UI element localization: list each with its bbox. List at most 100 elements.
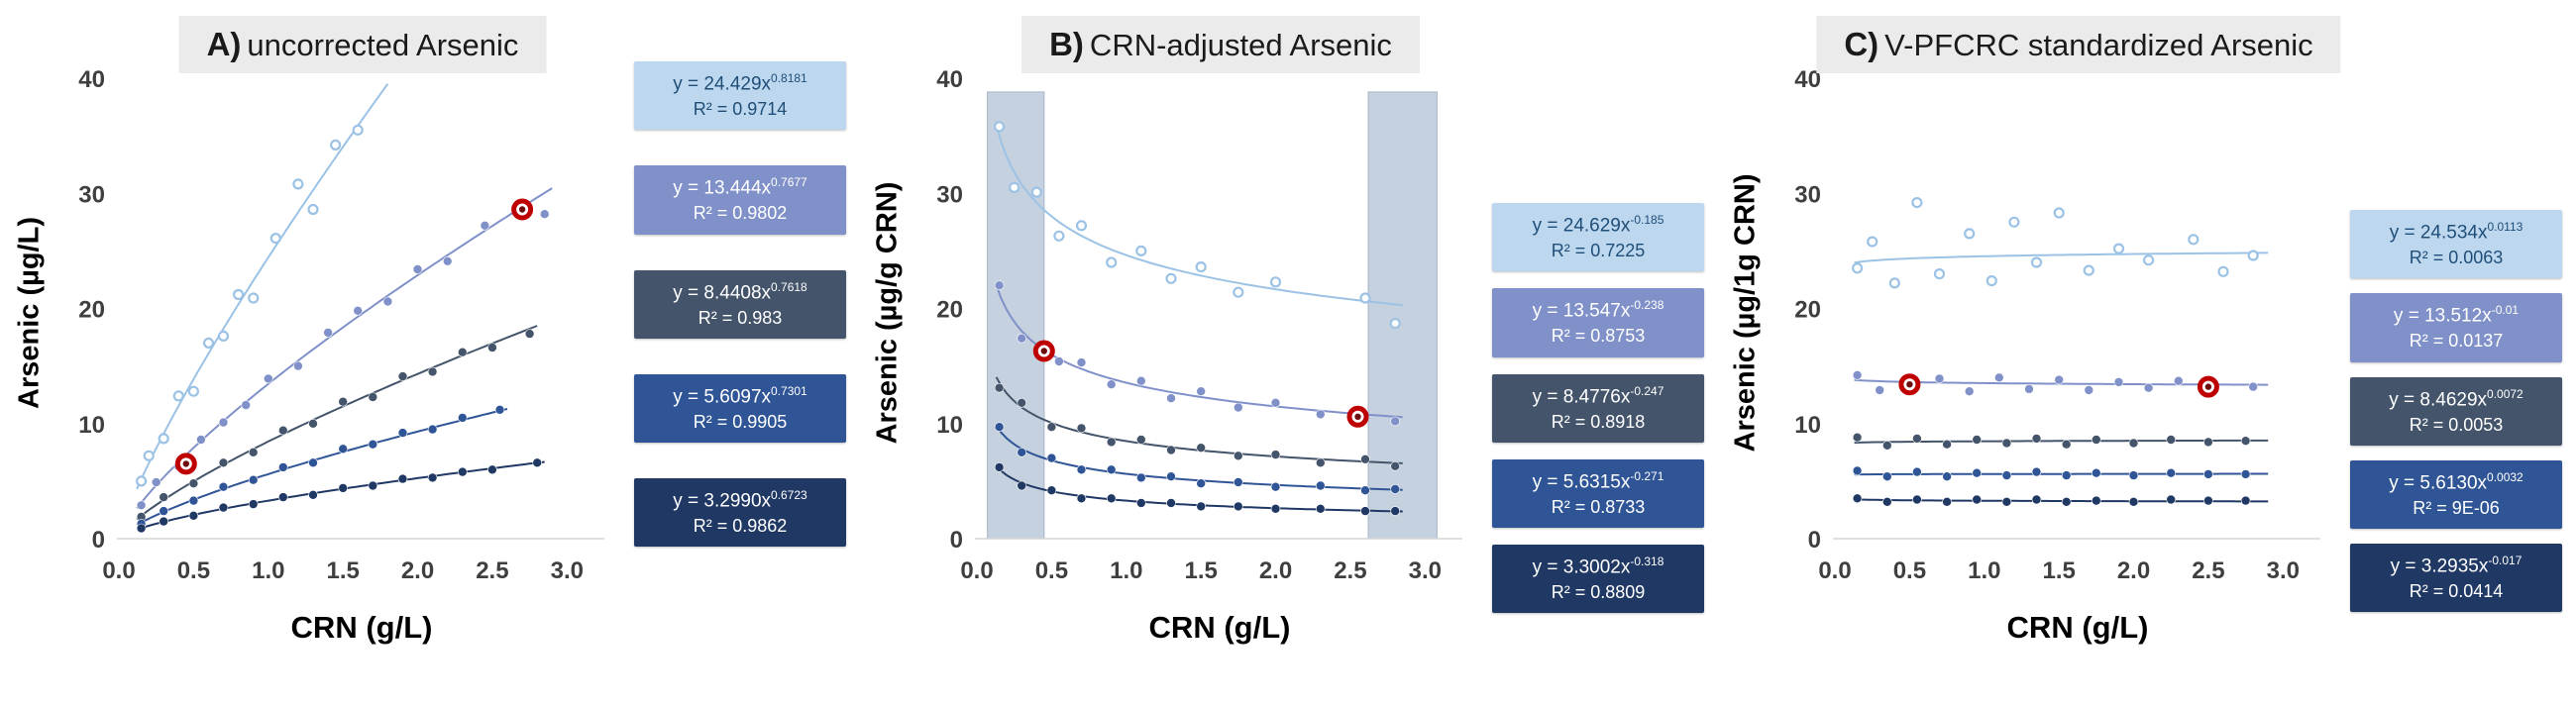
data-point <box>1389 318 1401 330</box>
data-point <box>1994 372 2004 383</box>
data-point <box>397 473 408 484</box>
series-24 <box>135 83 389 490</box>
data-point <box>368 480 378 491</box>
legend-entry: y = 3.2990x0.6723 R² = 0.9862 <box>634 478 846 548</box>
y-tick-label: 30 <box>1794 181 1821 208</box>
highlighted-sample-marker <box>1898 373 1921 396</box>
data-point <box>136 523 147 534</box>
y-tick-label: 0 <box>1808 527 1821 554</box>
data-point <box>1269 276 1282 288</box>
data-point <box>218 502 229 513</box>
legend-r-squared: R² = 9E-06 <box>2413 497 2500 518</box>
data-point <box>1934 373 1945 384</box>
data-point <box>188 478 199 489</box>
legend-r-squared: R² = 0.8753 <box>1551 326 1646 347</box>
data-point <box>2203 495 2213 506</box>
legend-equation: y = 8.4629x0.0072 <box>2389 386 2523 410</box>
data-point <box>338 444 349 454</box>
series-24 <box>1851 197 2269 289</box>
data-point <box>1852 432 1863 443</box>
data-point <box>412 264 423 274</box>
data-point <box>187 385 199 397</box>
excluded-crn-range-band <box>1367 91 1438 540</box>
legend: y = 24.534x0.0113 R² = 0.0063 y = 13.512x-… <box>2350 210 2562 613</box>
series-13 <box>994 280 1403 427</box>
legend-r-squared: R² = 0.983 <box>698 307 783 328</box>
data-point <box>2031 434 2042 444</box>
y-axis-title: Arsenic (µg/1g CRN) <box>1729 173 1762 453</box>
panel-letter: C) <box>1844 26 1879 62</box>
data-point <box>1315 480 1326 491</box>
data-point <box>2240 469 2251 479</box>
legend-equation: y = 13.444x0.7677 <box>673 175 807 199</box>
legend: y = 24.629x-0.185 R² = 0.7225 y = 13.547x-… <box>1492 203 1704 614</box>
x-tick-label: 3.0 <box>551 557 584 584</box>
y-tick-label: 10 <box>1794 412 1821 439</box>
legend-equation: y = 5.6315x-0.271 <box>1532 468 1664 493</box>
panel-title: C) V-PFCRC standardized Arsenic <box>1816 16 2341 73</box>
x-tick-label: 2.0 <box>2117 557 2150 584</box>
data-point <box>202 337 215 349</box>
highlighted-sample-marker <box>511 198 534 221</box>
data-point <box>1165 272 1177 284</box>
legend-equation: y = 3.2935x-0.017 <box>2390 554 2522 577</box>
data-point <box>308 489 318 500</box>
data-point <box>1106 437 1117 448</box>
data-point <box>1106 464 1117 475</box>
legend-r-squared: R² = 0.0137 <box>2409 331 2504 352</box>
legend-r-squared: R² = 0.9714 <box>693 98 788 119</box>
legend-r-squared: R² = 0.8918 <box>1551 411 1646 432</box>
data-point <box>2128 438 2139 449</box>
data-point <box>457 347 468 357</box>
legend-entry: y = 5.6097x0.7301 R² = 0.9905 <box>634 373 846 444</box>
data-point <box>330 139 342 152</box>
data-point <box>1046 453 1057 463</box>
data-point <box>994 280 1005 290</box>
legend-r-squared: R² = 0.0063 <box>2409 247 2504 267</box>
data-point <box>338 483 349 493</box>
data-point <box>1972 435 1982 445</box>
data-point <box>1053 230 1065 242</box>
data-point <box>2053 207 2065 219</box>
data-point <box>2188 234 2200 246</box>
data-point <box>2247 250 2259 261</box>
trend-curve <box>136 408 508 526</box>
data-point <box>2031 466 2042 477</box>
legend-r-squared: R² = 0.9862 <box>693 516 788 537</box>
scatter-plot-crn-adjusted: 0.0 0.5 1.0 1.5 2.0 2.5 3.0 0 10 20 30 40 CRN (g/L) <box>936 66 1462 645</box>
data-point <box>2091 467 2101 478</box>
trend-curve <box>1854 498 2269 503</box>
data-point <box>993 121 1006 133</box>
legend-equation: y = 3.3002x-0.318 <box>1532 555 1664 578</box>
legend-r-squared: R² = 0.9802 <box>693 203 788 224</box>
series-13 <box>136 187 553 511</box>
data-point <box>1315 409 1326 420</box>
data-point <box>143 450 155 461</box>
data-point <box>218 457 229 468</box>
legend-equation: y = 5.6130x0.0032 <box>2389 469 2523 494</box>
data-point <box>487 464 497 475</box>
legend-entry: y = 5.6130x0.0032 R² = 9E-06 <box>2350 459 2562 530</box>
y-tick-label: 20 <box>1794 297 1821 324</box>
data-point <box>1017 333 1026 344</box>
data-point <box>1942 496 1952 507</box>
data-point <box>1972 467 1982 478</box>
data-point <box>172 390 184 402</box>
legend-equation: y = 13.512x-0.01 <box>2393 303 2520 327</box>
data-point <box>248 292 260 304</box>
scatter-plot-uncorrected: 0.0 0.5 1.0 1.5 2.0 2.5 3.0 0 10 20 30 40 CRN (g/L) <box>78 66 604 645</box>
data-point <box>2173 375 2184 386</box>
data-point <box>1076 357 1087 367</box>
data-point <box>269 233 281 245</box>
data-point <box>1972 494 1982 505</box>
y-tick-label: 30 <box>936 181 963 208</box>
data-point <box>1076 464 1087 475</box>
data-point <box>1135 245 1147 256</box>
legend-equation: y = 8.4408x0.7618 <box>673 279 807 303</box>
x-tick-label: 2.5 <box>476 557 508 584</box>
trend-curve <box>995 284 1403 419</box>
data-point <box>1888 277 1900 289</box>
x-tick-label: 1.5 <box>2043 557 2076 584</box>
data-point <box>1136 498 1146 508</box>
trend-curve <box>1854 472 2269 476</box>
